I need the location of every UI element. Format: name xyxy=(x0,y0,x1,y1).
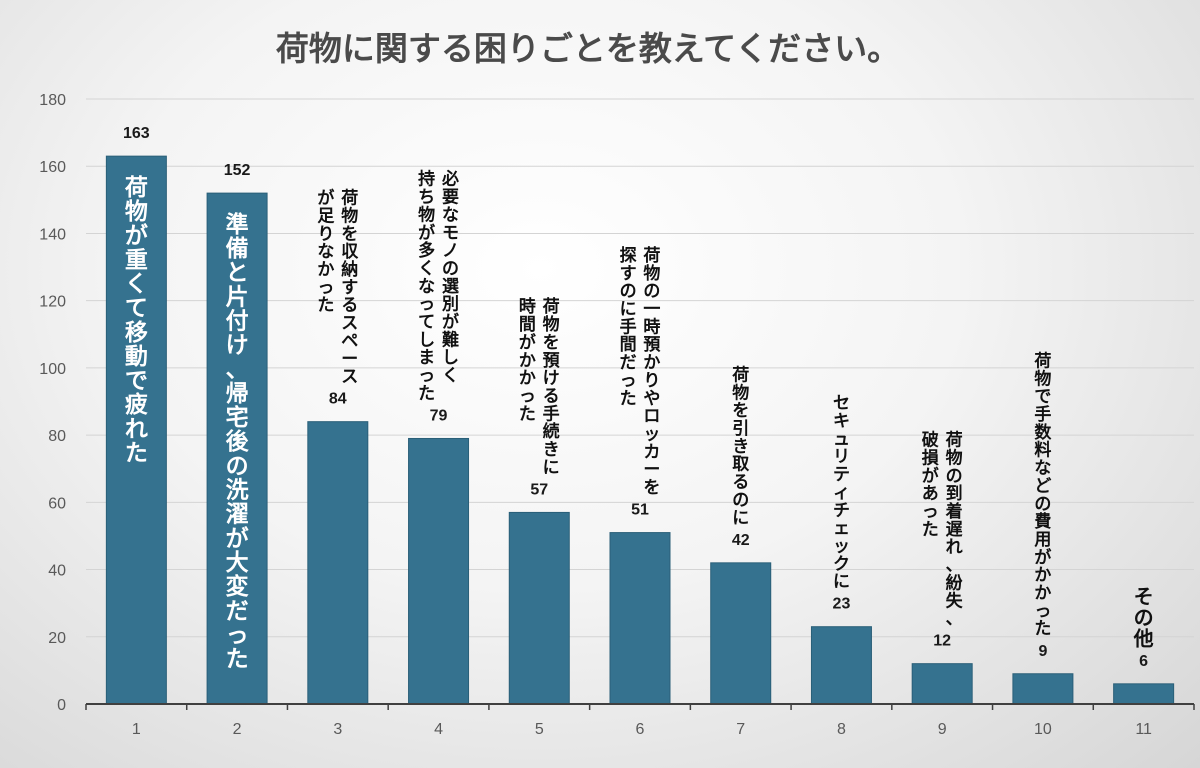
annotation-label: 荷物を引き取るのに xyxy=(732,364,749,528)
x-tick-label: 3 xyxy=(333,721,342,738)
x-tick-label: 8 xyxy=(837,721,846,738)
data-label: 23 xyxy=(833,596,851,613)
annotation-label: 荷物で手数料などの費用がかかった xyxy=(1034,350,1052,639)
annotation-label: 荷物の一時預かりやロッカーを xyxy=(643,245,661,498)
annotation-label: 準備と片付け、帰宅後の洗濯が大変だった xyxy=(226,211,250,673)
bar xyxy=(1012,673,1074,705)
y-tick-label: 160 xyxy=(39,159,66,176)
bar xyxy=(1113,683,1175,705)
x-tick-label: 2 xyxy=(233,721,242,738)
data-label: 42 xyxy=(732,532,750,549)
x-tick-label: 10 xyxy=(1034,721,1052,738)
data-label: 9 xyxy=(1038,643,1047,660)
y-tick-label: 180 xyxy=(39,92,66,109)
bar xyxy=(307,421,369,705)
annotation-label: 荷物を収納するスペース xyxy=(341,188,359,388)
annotation-label: 必要なモノの選別が難しく xyxy=(441,169,459,386)
x-tick-label: 1 xyxy=(132,721,141,738)
x-tick-label: 6 xyxy=(636,721,645,738)
data-label: 51 xyxy=(631,502,649,519)
x-tick-label: 4 xyxy=(434,721,443,738)
data-label: 6 xyxy=(1139,653,1148,670)
annotation-label: 荷物を預ける手続きに xyxy=(543,296,561,478)
data-label: 163 xyxy=(123,125,150,142)
data-label: 79 xyxy=(430,407,448,424)
bar xyxy=(508,511,570,705)
annotation-label: セキュリティチェックに xyxy=(833,394,850,592)
data-label: 57 xyxy=(530,481,548,498)
data-label: 12 xyxy=(933,633,951,650)
annotation-label: 荷物が重くて移動で疲れた xyxy=(125,175,148,467)
bar xyxy=(408,437,470,705)
bar xyxy=(810,626,872,705)
gridlines xyxy=(86,98,1194,638)
y-tick-label: 60 xyxy=(48,495,66,512)
annotation-label: 荷物の到着遅れ、紛失、 xyxy=(945,430,964,629)
annotation-label: 探すのに手間だった xyxy=(620,245,637,409)
x-tick-label: 7 xyxy=(736,721,745,738)
chart-title: 荷物に関する困りごとを教えてください。 xyxy=(276,29,900,68)
y-tick-label: 80 xyxy=(48,428,66,445)
x-tick-label: 5 xyxy=(535,721,544,738)
data-label: 152 xyxy=(224,162,251,179)
y-tick-label: 100 xyxy=(39,361,66,378)
annotation-label: その他 xyxy=(1133,584,1154,650)
labels: 163 荷物が重くて移動で疲れた 152 準備と片付け、帰宅後の洗濯が大変だった 84 荷… xyxy=(123,125,1154,672)
y-tick-label: 20 xyxy=(48,630,66,647)
x-tick-label: 11 xyxy=(1135,721,1152,738)
data-label: 84 xyxy=(329,391,347,408)
bar xyxy=(609,532,671,705)
x-tick-label: 9 xyxy=(938,721,947,738)
y-tick-label: 40 xyxy=(48,563,66,580)
bar xyxy=(105,155,167,705)
bar xyxy=(710,562,772,705)
y-tick-label: 0 xyxy=(57,697,66,714)
bars xyxy=(105,155,1175,705)
annotation-label: 破損があった xyxy=(922,430,940,540)
y-tick-label: 140 xyxy=(39,226,66,243)
annotation-label: 時間がかかった xyxy=(519,296,536,424)
annotation-label: 持ち物が多くなってしまった xyxy=(418,169,435,404)
bar xyxy=(911,663,973,705)
y-tick-label: 120 xyxy=(39,294,66,311)
annotation-label: が足りなかった xyxy=(317,188,334,316)
